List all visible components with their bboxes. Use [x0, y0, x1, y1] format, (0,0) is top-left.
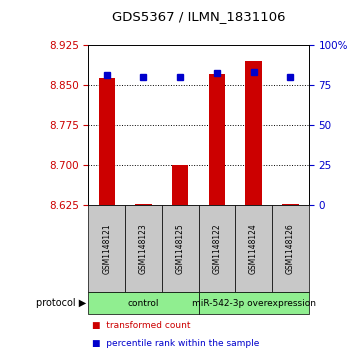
Bar — [209, 74, 225, 205]
Text: ■  percentile rank within the sample: ■ percentile rank within the sample — [92, 339, 260, 348]
Text: control: control — [128, 299, 159, 307]
Text: miR-542-3p overexpression: miR-542-3p overexpression — [192, 299, 316, 307]
Bar — [172, 165, 188, 205]
Text: GSM1148125: GSM1148125 — [176, 223, 185, 274]
Text: GDS5367 / ILMN_1831106: GDS5367 / ILMN_1831106 — [112, 10, 285, 23]
Bar — [99, 78, 115, 205]
Bar — [245, 61, 262, 205]
Text: GSM1148124: GSM1148124 — [249, 223, 258, 274]
Bar — [135, 204, 152, 205]
Text: GSM1148122: GSM1148122 — [212, 223, 221, 274]
Text: ■  transformed count: ■ transformed count — [92, 321, 191, 330]
Bar — [282, 204, 299, 205]
Text: GSM1148123: GSM1148123 — [139, 223, 148, 274]
Text: GSM1148121: GSM1148121 — [102, 223, 111, 274]
Text: GSM1148126: GSM1148126 — [286, 223, 295, 274]
Text: protocol ▶: protocol ▶ — [36, 298, 87, 308]
